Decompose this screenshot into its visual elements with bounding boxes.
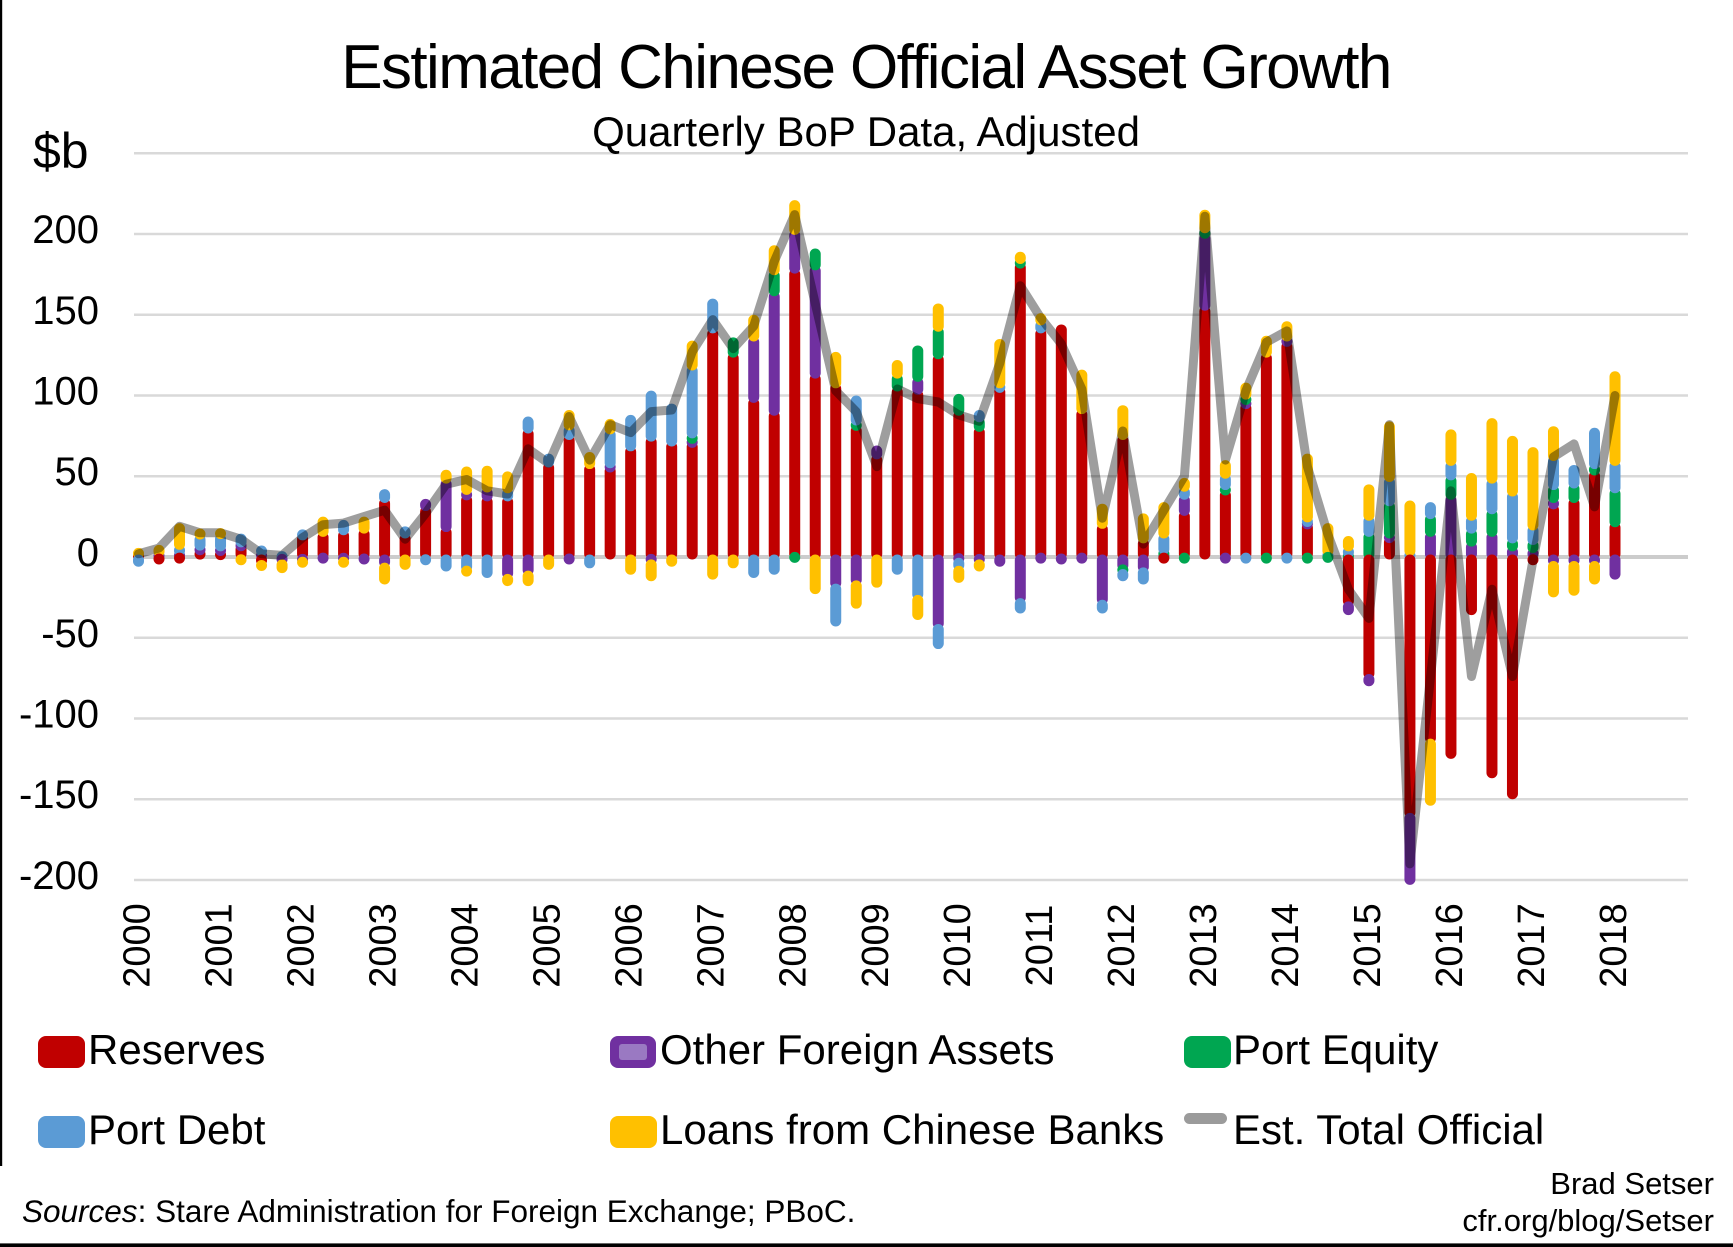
svg-text:2002: 2002 xyxy=(281,903,323,988)
svg-text:2003: 2003 xyxy=(363,903,405,988)
svg-text:2014: 2014 xyxy=(1265,903,1307,988)
svg-text:50: 50 xyxy=(55,450,100,494)
svg-text:Brad Setser: Brad Setser xyxy=(1550,1166,1714,1201)
svg-text:200: 200 xyxy=(32,208,99,252)
svg-text:Quarterly BoP Data, Adjusted: Quarterly BoP Data, Adjusted xyxy=(592,108,1140,155)
svg-text:2001: 2001 xyxy=(199,903,241,988)
svg-text:2005: 2005 xyxy=(527,903,569,988)
svg-text:2011: 2011 xyxy=(1019,905,1061,987)
svg-text:Loans from Chinese Banks: Loans from Chinese Banks xyxy=(660,1106,1164,1153)
svg-text:Reserves: Reserves xyxy=(88,1026,265,1073)
svg-text:100: 100 xyxy=(32,370,99,414)
svg-text:2004: 2004 xyxy=(445,903,487,988)
svg-text:2016: 2016 xyxy=(1429,903,1471,988)
svg-text:2012: 2012 xyxy=(1101,903,1143,988)
svg-text:2010: 2010 xyxy=(937,903,979,988)
svg-text:-100: -100 xyxy=(19,693,99,737)
svg-text:Other Foreign Assets: Other Foreign Assets xyxy=(660,1026,1055,1073)
svg-text:$b: $b xyxy=(33,123,89,179)
svg-text:-150: -150 xyxy=(19,773,99,817)
svg-text:2007: 2007 xyxy=(691,903,733,988)
svg-text:2013: 2013 xyxy=(1183,903,1225,988)
svg-text:2000: 2000 xyxy=(117,903,159,988)
svg-text:-50: -50 xyxy=(41,612,99,656)
svg-text:Sources: Stare Administration: Sources: Stare Administration for Foreig… xyxy=(22,1193,855,1229)
svg-text:2006: 2006 xyxy=(609,903,651,988)
svg-text:150: 150 xyxy=(32,289,99,333)
svg-text:Est. Total Official: Est. Total Official xyxy=(1233,1106,1544,1153)
svg-text:Estimated Chinese Official Ass: Estimated Chinese Official Asset Growth xyxy=(341,33,1390,102)
svg-text:2008: 2008 xyxy=(773,903,815,988)
svg-text:0: 0 xyxy=(77,531,99,575)
svg-text:2018: 2018 xyxy=(1593,903,1635,988)
svg-text:2015: 2015 xyxy=(1347,903,1389,988)
svg-text:-200: -200 xyxy=(19,854,99,898)
svg-text:cfr.org/blog/Setser: cfr.org/blog/Setser xyxy=(1462,1203,1714,1238)
svg-text:Port Debt: Port Debt xyxy=(88,1106,266,1153)
svg-text:Port Equity: Port Equity xyxy=(1233,1026,1438,1073)
svg-text:2009: 2009 xyxy=(855,903,897,988)
svg-text:2017: 2017 xyxy=(1511,903,1553,988)
